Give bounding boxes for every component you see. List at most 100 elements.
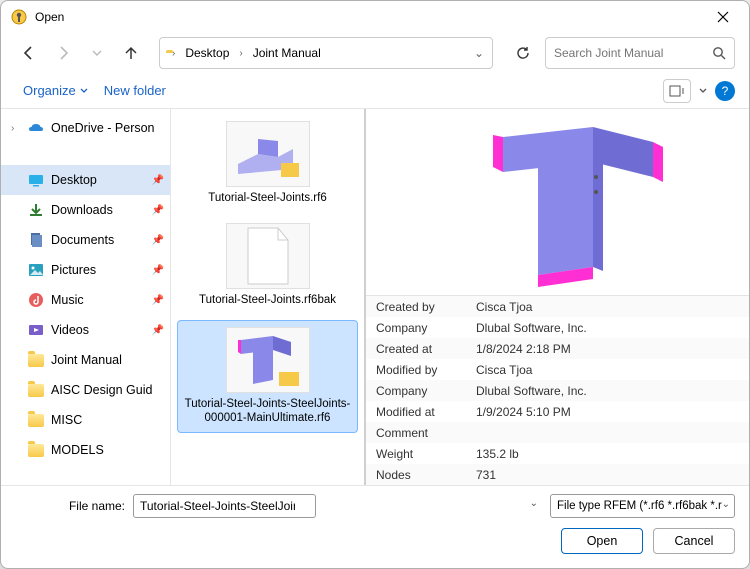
tree-item-aisc-design-guid[interactable]: AISC Design Guid (1, 375, 170, 405)
cancel-button[interactable]: Cancel (653, 528, 735, 554)
filename-input[interactable] (133, 494, 316, 518)
property-key: Modified by (366, 363, 476, 377)
tree-item-documents[interactable]: Documents📌 (1, 225, 170, 255)
property-key: Created by (366, 300, 476, 314)
address-bar[interactable]: › Desktop › Joint Manual ⌄ (159, 37, 493, 69)
file-tile[interactable]: Tutorial-Steel-Joints-SteelJoints-000001… (177, 320, 358, 433)
property-row: Created byCisca Tjoa (366, 296, 749, 317)
documents-icon (27, 231, 45, 249)
property-row: Comment (366, 422, 749, 443)
model-preview-icon (443, 109, 673, 297)
nav-up-button[interactable] (117, 39, 145, 67)
filename-row: File name: ⌄ File type RFEM (*.rf6 *.rf6… (15, 494, 735, 518)
pin-icon: 📌 (152, 265, 164, 276)
tree-item-music[interactable]: Music📌 (1, 285, 170, 315)
property-value: 135.2 lb (476, 447, 749, 461)
window-title: Open (35, 10, 703, 24)
dialog-body: ›OneDrive - PersonDesktop📌Downloads📌Docu… (1, 109, 749, 485)
arrow-up-icon (123, 45, 139, 61)
chevron-down-icon (80, 87, 88, 95)
search-icon (712, 46, 726, 60)
file-tile[interactable]: Tutorial-Steel-Joints.rf6bak (177, 217, 358, 313)
nav-recent-button[interactable] (83, 39, 111, 67)
file-thumb (226, 223, 310, 289)
tree-item-misc[interactable]: MISC (1, 405, 170, 435)
new-folder-button[interactable]: New folder (96, 79, 174, 102)
preview-pane: Created byCisca TjoaCompanyDlubal Softwa… (364, 109, 749, 485)
property-row: Modified at1/9/2024 5:10 PM (366, 401, 749, 422)
search-input[interactable] (554, 46, 712, 60)
tree-item-desktop[interactable]: Desktop📌 (1, 165, 170, 195)
search-box[interactable] (545, 37, 735, 69)
pin-icon: 📌 (152, 175, 164, 186)
property-key: Company (366, 384, 476, 398)
property-value: Dlubal Software, Inc. (476, 321, 749, 335)
folder-icon (27, 441, 45, 459)
breadcrumb-item[interactable]: Desktop (181, 44, 233, 62)
file-list[interactable]: Tutorial-Steel-Joints.rf6 Tutorial-Steel-… (171, 109, 366, 485)
refresh-button[interactable] (507, 37, 539, 69)
property-value: 1/9/2024 5:10 PM (476, 405, 749, 419)
chevron-down-icon (92, 48, 102, 58)
nav-forward-button[interactable] (49, 39, 77, 67)
pictures-icon (27, 261, 45, 279)
chevron-right-icon: › (237, 48, 244, 59)
button-row: Open Cancel (15, 528, 735, 554)
property-row: Nodes731 (366, 464, 749, 485)
property-row: CompanyDlubal Software, Inc. (366, 317, 749, 338)
filename-dropdown[interactable]: ⌄ (530, 498, 538, 509)
tree-item-label: Pictures (51, 263, 96, 277)
file-tile[interactable]: Tutorial-Steel-Joints.rf6 (177, 115, 358, 211)
property-key: Weight (366, 447, 476, 461)
tree-item-label: Downloads (51, 203, 113, 217)
window-close-button[interactable] (703, 3, 743, 31)
help-button[interactable]: ? (715, 81, 735, 101)
tree-item-label: Music (51, 293, 84, 307)
music-icon (27, 291, 45, 309)
titlebar: Open (1, 1, 749, 33)
folder-icon (27, 381, 45, 399)
filetype-filter[interactable]: File type RFEM (*.rf6 *.rf6bak *.r ⌄ (550, 494, 735, 518)
nav-tree[interactable]: ›OneDrive - PersonDesktop📌Downloads📌Docu… (1, 109, 171, 485)
downloads-icon (27, 201, 45, 219)
chevron-down-icon[interactable]: ⌄ (472, 46, 486, 60)
pin-icon: 📌 (152, 325, 164, 336)
tree-item-videos[interactable]: Videos 📌 (1, 315, 170, 345)
folder-icon (27, 411, 45, 429)
view-icon (669, 85, 685, 97)
nav-row: › Desktop › Joint Manual ⌄ (1, 33, 749, 73)
tree-item-models[interactable]: MODELS (1, 435, 170, 465)
pin-icon: 📌 (152, 235, 164, 246)
tree-item-joint-manual[interactable]: Joint Manual (1, 345, 170, 375)
open-button[interactable]: Open (561, 528, 643, 554)
refresh-icon (515, 45, 531, 61)
tree-item-pictures[interactable]: Pictures 📌 (1, 255, 170, 285)
property-key: Comment (366, 426, 476, 440)
open-file-dialog: Open › Desktop › Joint Manual ⌄ (0, 0, 750, 569)
close-icon (717, 11, 729, 23)
property-key: Modified at (366, 405, 476, 419)
app-icon (11, 9, 27, 25)
property-row: CompanyDlubal Software, Inc. (366, 380, 749, 401)
properties-table: Created byCisca TjoaCompanyDlubal Softwa… (366, 295, 749, 485)
organize-button[interactable]: Organize (15, 79, 96, 102)
organize-label: Organize (23, 83, 76, 98)
file-name: Tutorial-Steel-Joints-SteelJoints-000001… (182, 397, 353, 426)
property-value: 1/8/2024 2:18 PM (476, 342, 749, 356)
property-row: Created at1/8/2024 2:18 PM (366, 338, 749, 359)
file-thumb (226, 327, 310, 393)
tree-item-label: MODELS (51, 443, 104, 457)
property-row: Weight135.2 lb (366, 443, 749, 464)
tree-item-onedrive-person[interactable]: ›OneDrive - Person (1, 113, 170, 143)
breadcrumb-item[interactable]: Joint Manual (249, 44, 325, 62)
property-key: Nodes (366, 468, 476, 482)
preview-image (366, 109, 749, 295)
view-mode-button[interactable] (663, 79, 691, 103)
tree-item-label: Videos (51, 323, 89, 337)
file-name: Tutorial-Steel-Joints.rf6 (208, 191, 326, 205)
tree-item-downloads[interactable]: Downloads📌 (1, 195, 170, 225)
nav-back-button[interactable] (15, 39, 43, 67)
onedrive-icon (27, 119, 45, 137)
chevron-down-icon[interactable] (699, 87, 707, 95)
property-key: Created at (366, 342, 476, 356)
